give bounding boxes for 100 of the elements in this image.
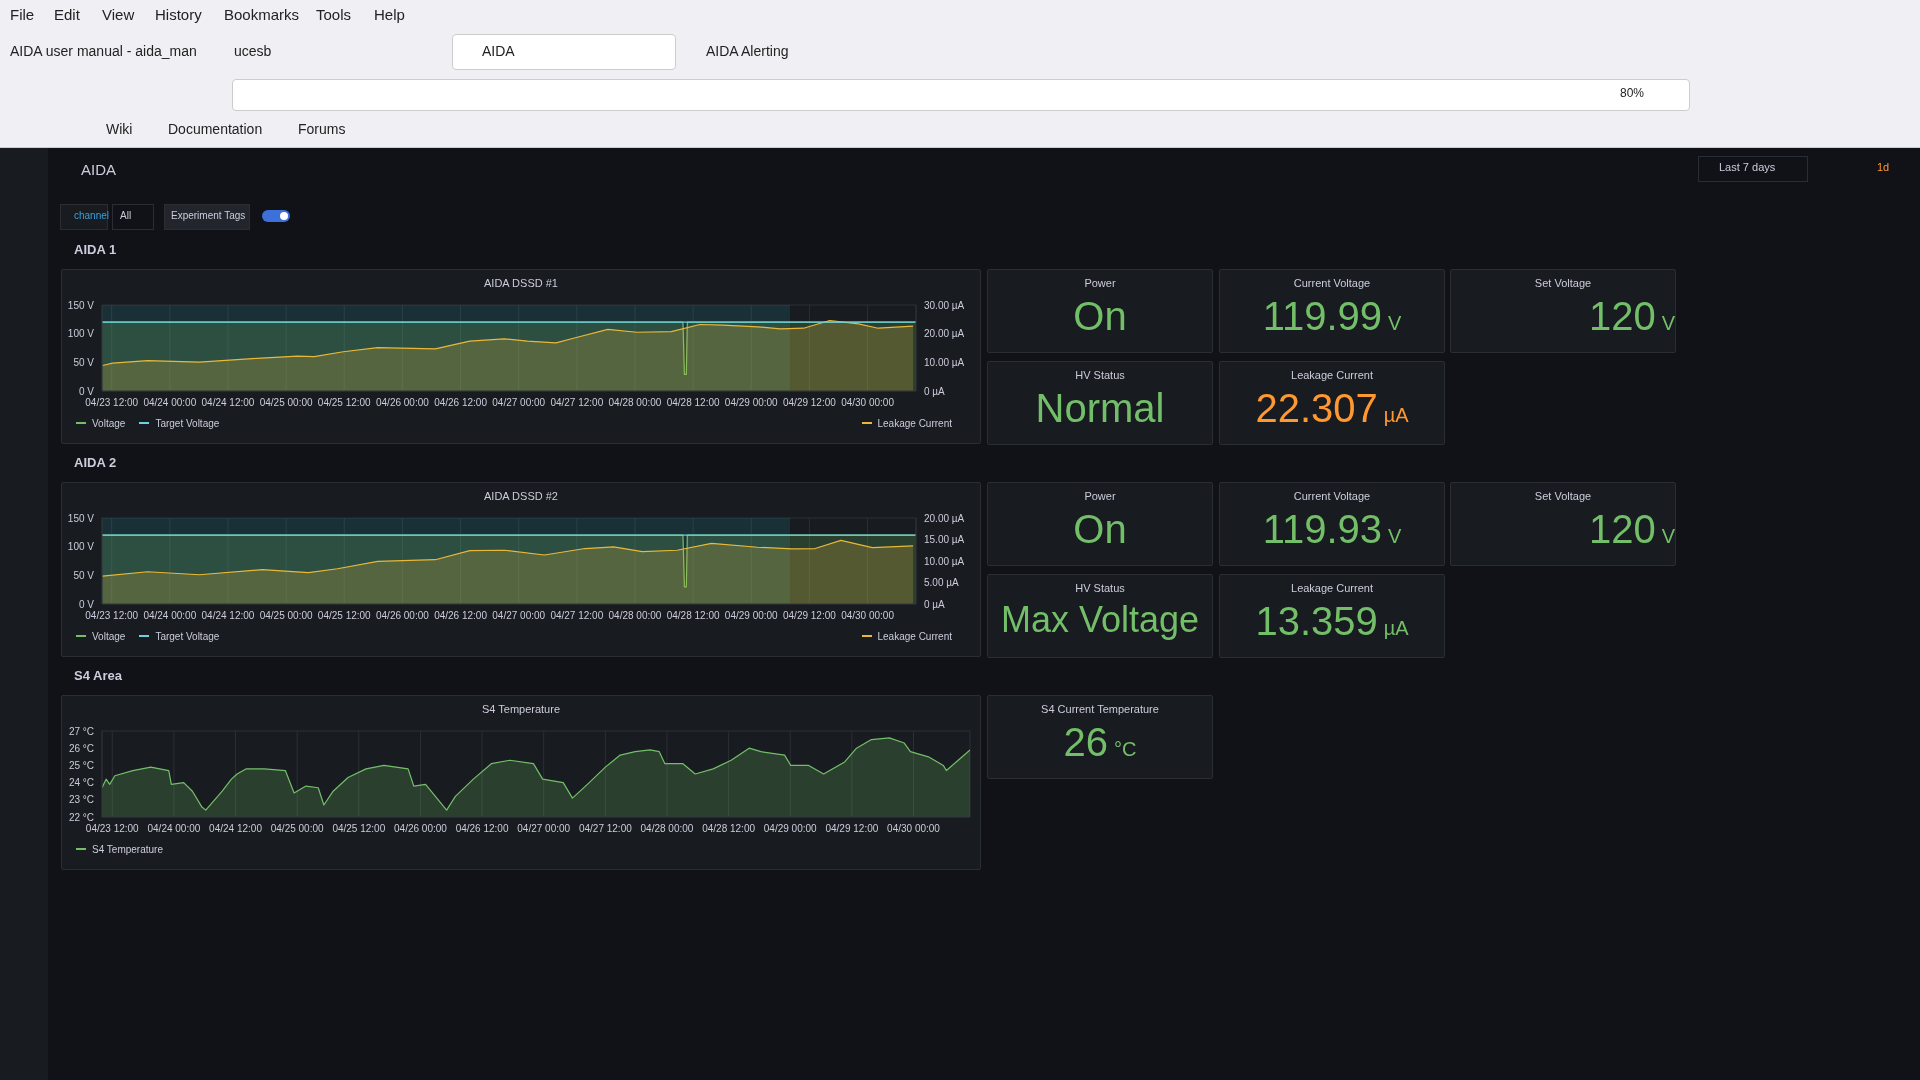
- y2-tick-label: 15.00 µA: [924, 534, 965, 546]
- x-tick-label: 04/27 00:00: [492, 610, 546, 622]
- text: °C: [1114, 738, 1137, 760]
- text: Documentation: [168, 121, 263, 137]
- x-tick-label: 04/26 12:00: [434, 610, 488, 622]
- x-tick-label: 04/24 12:00: [201, 397, 255, 409]
- x-tick-label: 04/30 00:00: [841, 610, 895, 622]
- text: Leakage Current: [1290, 369, 1374, 381]
- x-tick-label: 04/27 12:00: [550, 610, 604, 622]
- x-tick-label: 04/25 12:00: [317, 610, 372, 622]
- x-tick-label: 04/24 00:00: [147, 823, 201, 835]
- text: µA: [1383, 404, 1409, 426]
- text: AIDA user manual - aida_man: [10, 43, 197, 59]
- text: HV Status: [1074, 369, 1126, 381]
- y-tick-label: 23 °C: [68, 794, 94, 806]
- text: channel: [74, 210, 110, 221]
- y2-tick-label: 30.00 µA: [924, 299, 965, 311]
- text: 120: [1588, 294, 1656, 338]
- y2-tick-label: 0 µA: [924, 598, 946, 610]
- y-tick-label: 22 °C: [68, 811, 94, 823]
- x-tick-label: 04/29 00:00: [763, 823, 818, 835]
- x-tick-label: 04/23 12:00: [85, 397, 139, 409]
- text: V: [1661, 312, 1675, 334]
- text: Forums: [298, 121, 346, 137]
- legend-label: Leakage Current: [877, 417, 952, 429]
- x-tick-label: 04/23 12:00: [85, 823, 140, 835]
- x-tick-label: 04/26 00:00: [394, 823, 448, 835]
- y2-tick-label: 20.00 µA: [924, 328, 965, 340]
- x-tick-label: 04/24 00:00: [143, 610, 197, 622]
- x-tick-label: 04/26 00:00: [375, 610, 430, 622]
- x-tick-label: 04/26 00:00: [375, 397, 430, 409]
- text: File: [10, 6, 35, 23]
- x-tick-label: 04/27 12:00: [578, 823, 633, 835]
- x-tick-label: 04/28 12:00: [666, 397, 720, 409]
- text: HV Status: [1074, 582, 1126, 594]
- text: Power: [1083, 277, 1117, 289]
- x-tick-label: 04/28 00:00: [608, 397, 662, 409]
- y-tick-label: 24 °C: [68, 777, 94, 789]
- text: 13.359: [1255, 599, 1378, 643]
- y2-tick-label: 20.00 µA: [924, 512, 965, 524]
- x-tick-label: 04/29 12:00: [782, 397, 837, 409]
- y-tick-label: 0 V: [78, 385, 95, 397]
- x-tick-label: 04/25 12:00: [317, 397, 372, 409]
- text: Tools: [316, 6, 352, 23]
- text: V: [1661, 525, 1675, 547]
- y-tick-label: 0 V: [78, 598, 95, 610]
- x-tick-label: 04/25 00:00: [270, 823, 325, 835]
- text: View: [102, 6, 135, 23]
- text: V: [1388, 525, 1402, 547]
- text: 80%: [1620, 86, 1645, 100]
- x-tick-label: 04/27 00:00: [517, 823, 571, 835]
- x-tick-label: 04/24 12:00: [201, 610, 255, 622]
- x-tick-label: 04/25 12:00: [332, 823, 386, 835]
- legend-label: Target Voltage: [155, 417, 220, 429]
- legend-label: Voltage: [92, 417, 126, 429]
- text: Bookmarks: [224, 6, 300, 23]
- y-tick-label: 50 V: [73, 569, 95, 581]
- text: Leakage Current: [1290, 582, 1374, 594]
- x-tick-label: 04/27 12:00: [550, 397, 604, 409]
- text: AIDA: [482, 43, 515, 59]
- y2-tick-label: 5.00 µA: [924, 577, 959, 589]
- legend-label: Leakage Current: [877, 630, 952, 642]
- legend-label: Voltage: [92, 630, 126, 642]
- x-tick-label: 04/28 00:00: [640, 823, 694, 835]
- text: All: [120, 210, 132, 221]
- text: Help: [374, 6, 405, 23]
- x-tick-label: 04/26 12:00: [434, 397, 488, 409]
- y2-tick-label: 0 µA: [924, 385, 946, 397]
- text: AIDA 1: [74, 242, 117, 257]
- x-tick-label: 04/29 00:00: [724, 397, 779, 409]
- y-tick-label: 50 V: [73, 356, 95, 368]
- x-tick-label: 04/29 00:00: [724, 610, 779, 622]
- chart-title: AIDA DSSD #1: [483, 277, 559, 291]
- text: History: [155, 6, 202, 23]
- x-tick-label: 04/25 00:00: [259, 397, 313, 409]
- text: On: [1073, 294, 1127, 338]
- x-tick-label: 04/24 12:00: [209, 823, 263, 835]
- x-tick-label: 04/27 00:00: [492, 397, 546, 409]
- y-tick-label: 150 V: [67, 299, 95, 311]
- chart-title: AIDA DSSD #2: [483, 490, 559, 504]
- text: Max Voltage: [1000, 599, 1200, 640]
- text: AIDA 2: [74, 455, 117, 470]
- text: S4 Area: [74, 668, 122, 683]
- text: Set Voltage: [1533, 490, 1593, 502]
- text: AIDA Alerting: [706, 43, 789, 59]
- text: 22.307: [1255, 386, 1378, 430]
- x-tick-label: 04/23 12:00: [85, 610, 139, 622]
- chart-title: S4 Temperature: [480, 703, 562, 717]
- x-tick-label: 04/28 12:00: [702, 823, 756, 835]
- text: µA: [1383, 617, 1409, 639]
- x-tick-label: 04/30 00:00: [841, 397, 895, 409]
- y-tick-label: 26 °C: [68, 742, 94, 754]
- text: Wiki: [106, 121, 133, 137]
- text: Normal: [1035, 386, 1165, 430]
- text: On: [1073, 507, 1127, 551]
- text: Last 7 days: [1719, 161, 1776, 173]
- text: ucesb: [234, 43, 272, 59]
- legend-label: S4 Temperature: [92, 843, 163, 855]
- x-tick-label: 04/28 00:00: [608, 610, 662, 622]
- text: Edit: [54, 6, 80, 23]
